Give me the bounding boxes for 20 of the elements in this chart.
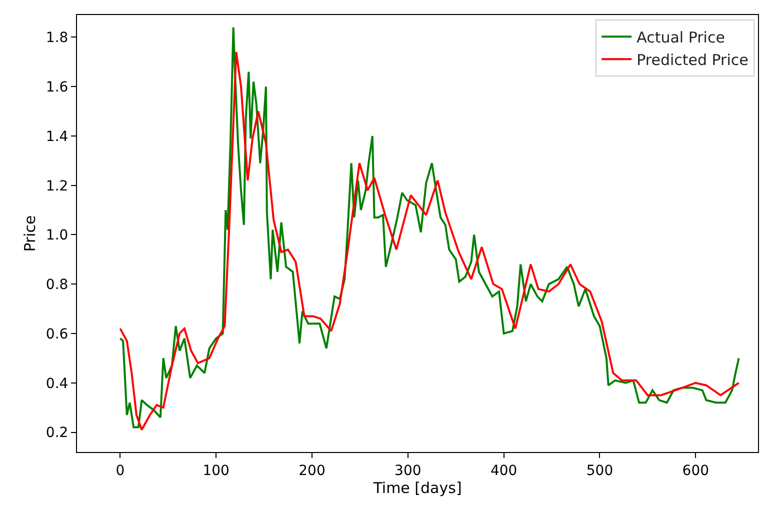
legend-label: Predicted Price [636,50,748,69]
x-tick-label: 300 [394,462,422,479]
x-tick-label: 500 [586,462,614,479]
y-tick-label: 1.8 [46,30,68,46]
x-tick-label: 200 [298,462,326,479]
x-tick-label: 100 [202,462,230,479]
x-tick-label: 0 [116,462,125,479]
y-tick-label: 0.6 [46,326,68,342]
x-axis-title: Time [days] [372,478,462,497]
y-tick-label: 1.0 [46,228,68,244]
x-tick-label: 600 [682,462,710,479]
y-tick-label: 0.8 [46,277,68,294]
y-tick-label: 1.2 [46,178,68,194]
y-axis-title: Price [21,215,40,252]
x-tick-label: 400 [490,462,518,479]
legend-label: Actual Price [636,28,725,46]
y-tick-label: 1.6 [46,80,68,96]
y-tick-label: 0.2 [46,425,68,442]
y-tick-label: 0.4 [46,376,68,392]
y-tick-label: 1.4 [46,128,68,145]
